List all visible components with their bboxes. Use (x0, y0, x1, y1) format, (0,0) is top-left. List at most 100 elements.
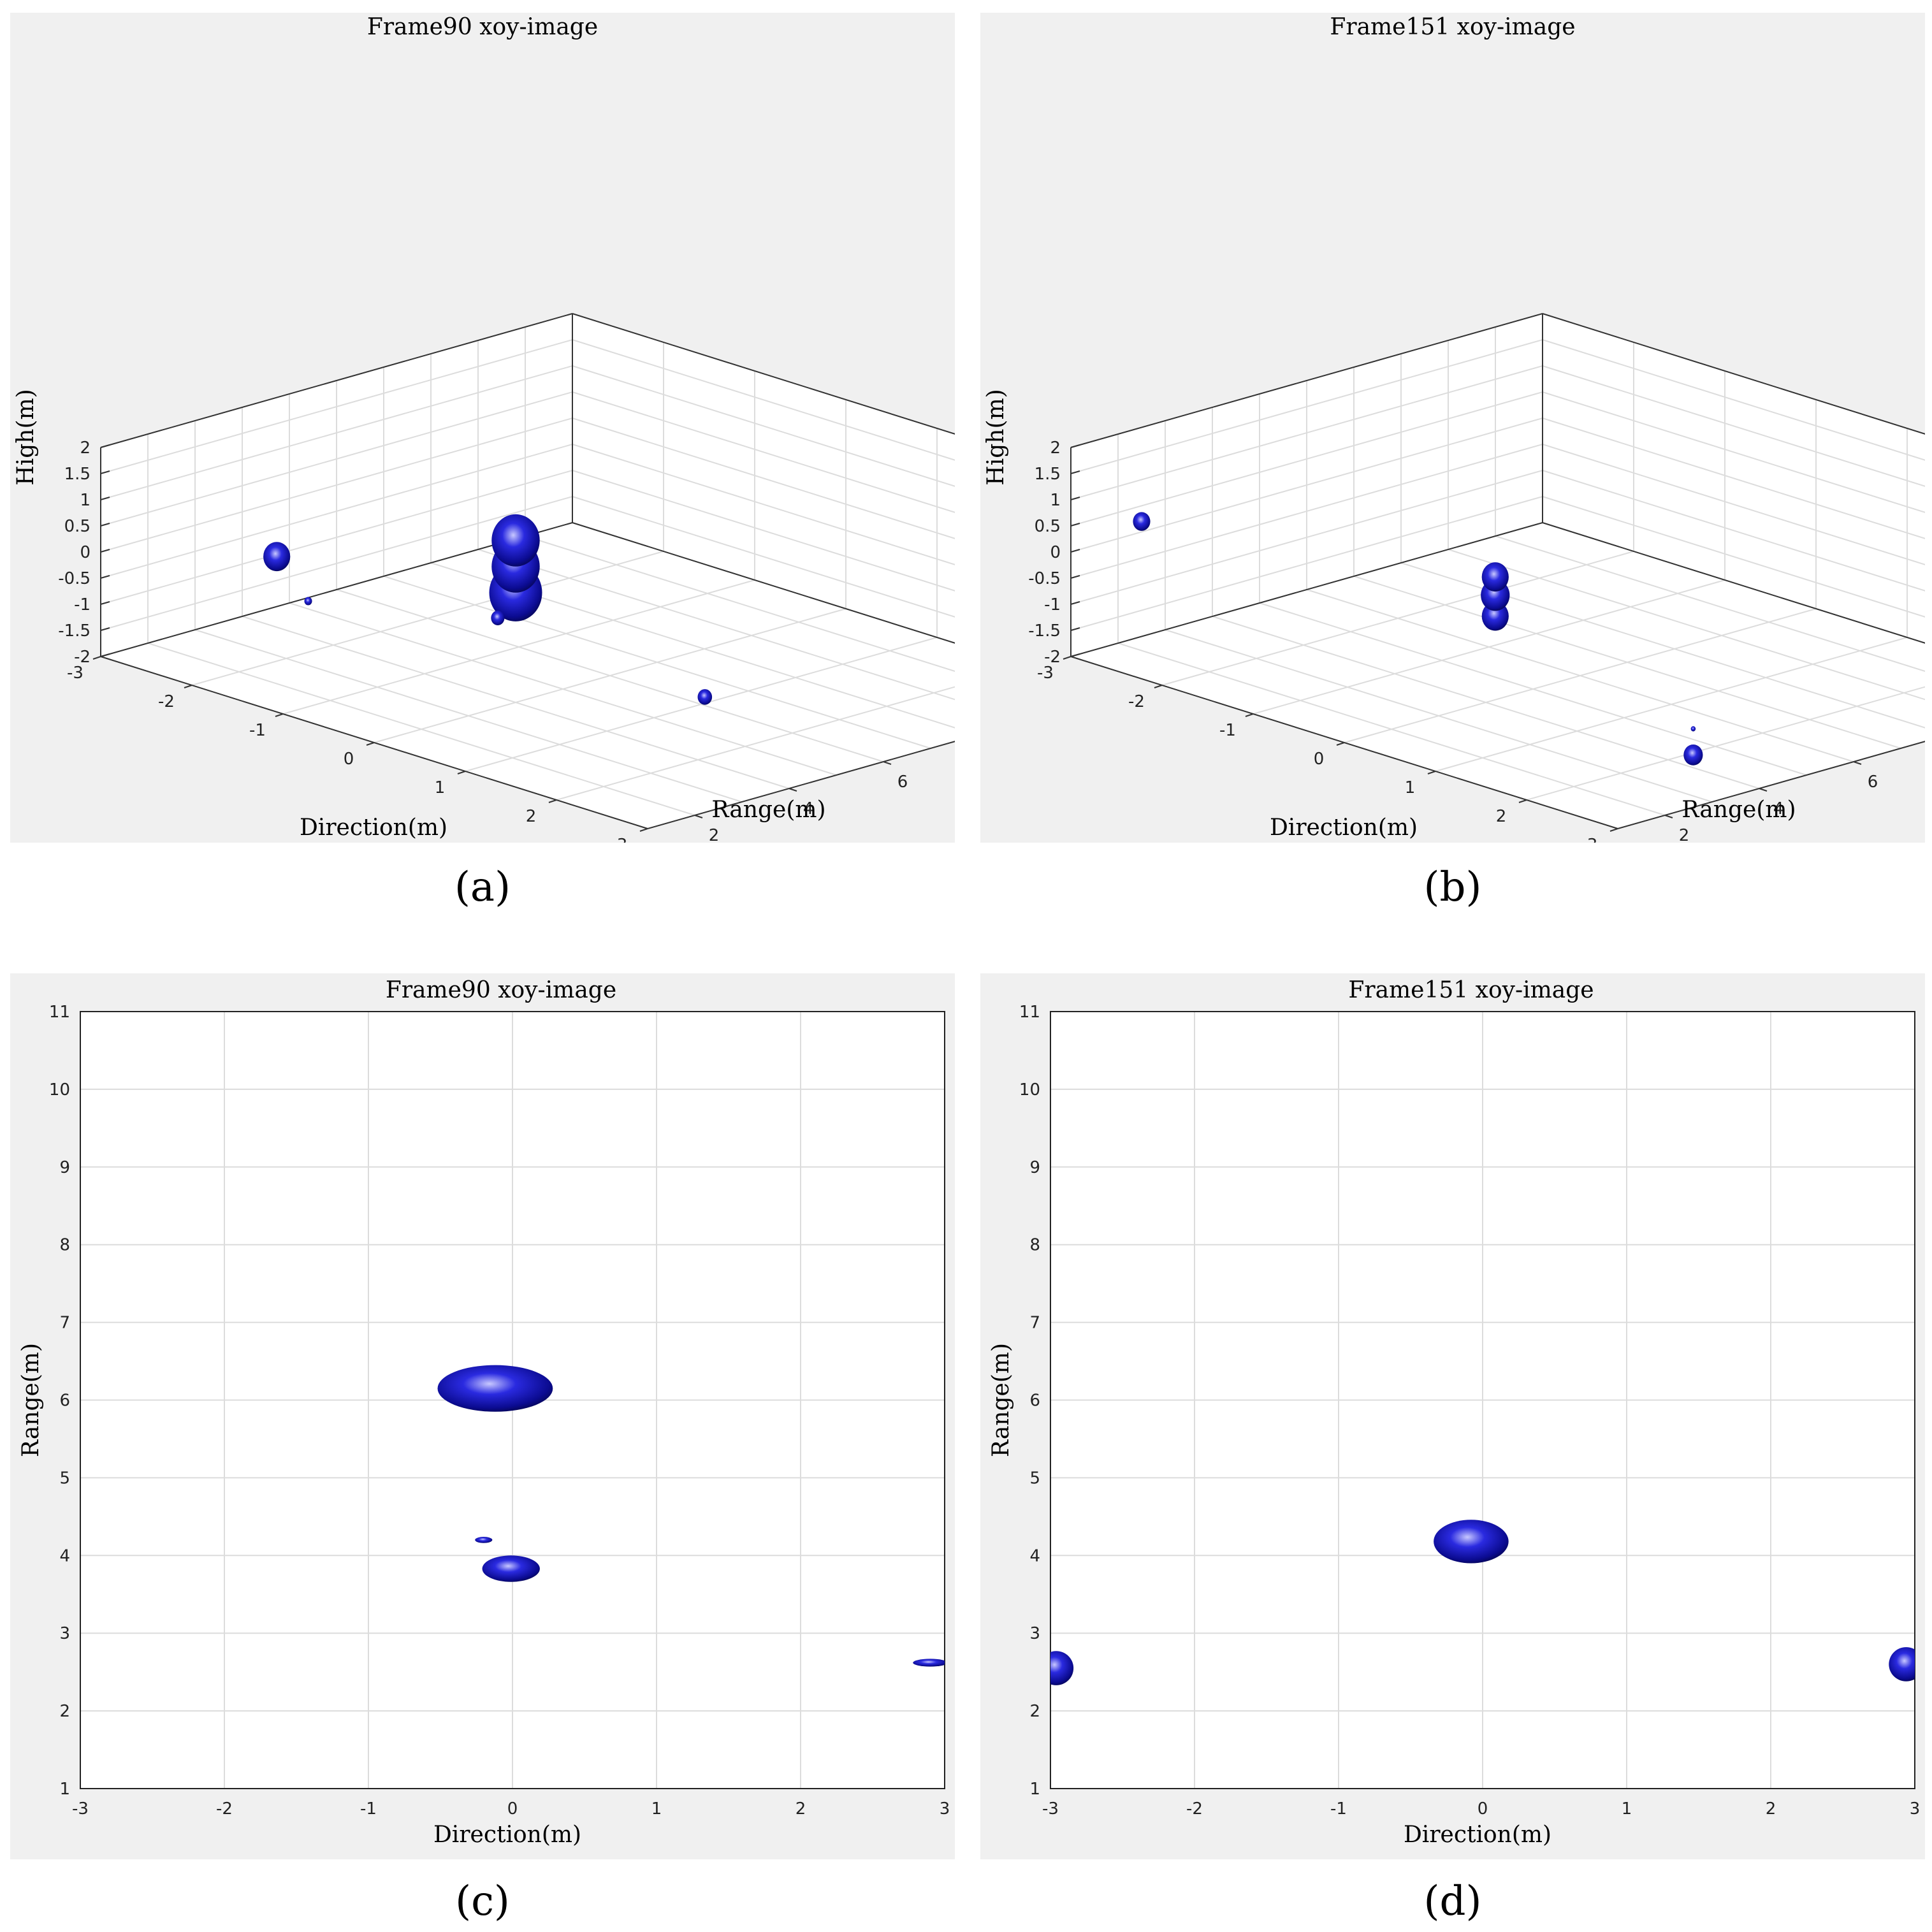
y-tick-label: 8 (59, 1236, 70, 1255)
data-blobs (1133, 512, 1703, 766)
grid-line (1165, 629, 1713, 803)
x-tick (1245, 713, 1254, 717)
z-tick (100, 444, 110, 448)
data-blob (913, 1659, 945, 1667)
grid-line (100, 444, 573, 579)
axis-edge (1070, 522, 1543, 657)
grid-line (1306, 589, 1854, 762)
grid-line (1542, 470, 1925, 592)
grid-line (572, 444, 955, 565)
panel-d: Frame151 xoy-image -3 -2 -1 0 1 2 3 1 2 3 4 5 6 7 8 9 10 1… (980, 973, 1925, 1859)
grid-line (1070, 470, 1543, 605)
y-tick-label: 5 (59, 1469, 70, 1488)
z-tick (1070, 653, 1080, 657)
y-tick-label: 6 (1029, 1391, 1040, 1411)
z-tick (1070, 549, 1080, 553)
x-tick-label: 1 (1405, 778, 1416, 797)
grid-line (1448, 549, 1925, 701)
floor (1071, 523, 1925, 829)
data-blob (1481, 562, 1509, 592)
x-axis-label: Direction(m) (1404, 1822, 1551, 1848)
x-tick-label: -2 (158, 692, 175, 711)
grid-line (100, 365, 573, 500)
data-blob (304, 597, 312, 606)
y-tick-label: 6 (59, 1391, 70, 1411)
grid-line (572, 365, 955, 487)
z-tick (1070, 601, 1080, 605)
grid-line (1259, 602, 1807, 776)
z-tick-label: 1 (1050, 491, 1061, 510)
z-tick (100, 470, 110, 474)
z-tick-label: -1 (1044, 595, 1061, 614)
x-tick (366, 742, 375, 746)
x-tick-label: -2 (1186, 1799, 1203, 1819)
chart-b: Frame151 xoy-image21.510.50-0.5-1-1.5-2-… (983, 14, 1925, 843)
panel-a: Frame90 xoy-image 2 1.5 1 0.5 0 -0.5 -1 -1.5 -2 -3… (10, 13, 955, 843)
data-blobs (1050, 1520, 1915, 1685)
data-blob (491, 514, 540, 567)
x-axis-label: Direction(m) (300, 815, 447, 841)
x-tick-label: -1 (1219, 721, 1236, 740)
z-tick-label: -0.5 (58, 569, 91, 588)
grid-line (383, 576, 931, 749)
x-tick-label: 2 (795, 1799, 806, 1819)
x-tick-label: -1 (249, 721, 266, 740)
grid-line (1542, 444, 1925, 565)
y-tick-label: 7 (1029, 1314, 1040, 1333)
grid-line (1070, 418, 1543, 553)
chart-title: Frame151 xoy-image (1330, 14, 1575, 40)
x-tick-label: 3 (1587, 836, 1598, 843)
z-tick (100, 627, 110, 631)
z-tick-label: -1.5 (58, 621, 91, 641)
axis-edge (1542, 522, 1925, 644)
x-tick (1427, 771, 1436, 774)
grid-line (1070, 339, 1543, 474)
x-tick-label: 0 (507, 1799, 518, 1819)
z-tick (1070, 627, 1080, 631)
z-tick (1070, 575, 1080, 579)
z-tick (100, 601, 110, 605)
grid-line (100, 496, 573, 631)
grid-line (289, 602, 837, 776)
axis-edge (572, 313, 955, 435)
z-axis-label: High(m) (13, 389, 39, 485)
grid-line (1495, 535, 1925, 672)
x-tick (92, 656, 101, 660)
y-tick-label: 2 (1029, 1702, 1040, 1721)
grid-line (1212, 616, 1760, 789)
grid-lines (1070, 313, 1925, 829)
grid-line (147, 643, 695, 816)
data-blob (437, 1365, 553, 1412)
y-axis-label: Range(m) (1681, 797, 1796, 823)
z-tick (100, 575, 110, 579)
grid-line (572, 418, 955, 539)
z-tick (1070, 470, 1080, 474)
x-axis-label: Direction(m) (1270, 815, 1418, 841)
caption-c: (c) (455, 1878, 510, 1925)
data-blobs (263, 514, 713, 705)
y-tick-label: 9 (59, 1158, 70, 1177)
data-blob (1683, 744, 1703, 766)
grid-line (1542, 418, 1925, 539)
grid-line (1117, 643, 1666, 816)
x-tick (639, 828, 648, 832)
chart-title: Frame90 xoy-image (386, 977, 616, 1003)
y-axis-label: Range(m) (988, 1343, 1014, 1457)
y-tick-label: 10 (1019, 1080, 1040, 1100)
z-tick-label: 0.5 (64, 517, 91, 536)
grid-line (242, 616, 790, 789)
grid-line (1070, 496, 1543, 631)
y-tick-label: 2 (709, 826, 720, 843)
x-tick-label: 3 (1910, 1799, 1921, 1819)
chart-title: Frame151 xoy-image (1348, 977, 1594, 1003)
data-blob (263, 542, 291, 572)
x-tick-label: -1 (1330, 1799, 1347, 1819)
x-tick (1063, 656, 1071, 660)
axis-edge (1542, 313, 1925, 435)
z-tick-label: -2 (74, 648, 91, 667)
grid-line (100, 391, 573, 527)
x-tick-label: -3 (72, 1799, 89, 1819)
y-tick-label: 4 (1029, 1546, 1040, 1565)
y-tick-label: 2 (1679, 826, 1690, 843)
plot-border (1050, 1011, 1915, 1789)
